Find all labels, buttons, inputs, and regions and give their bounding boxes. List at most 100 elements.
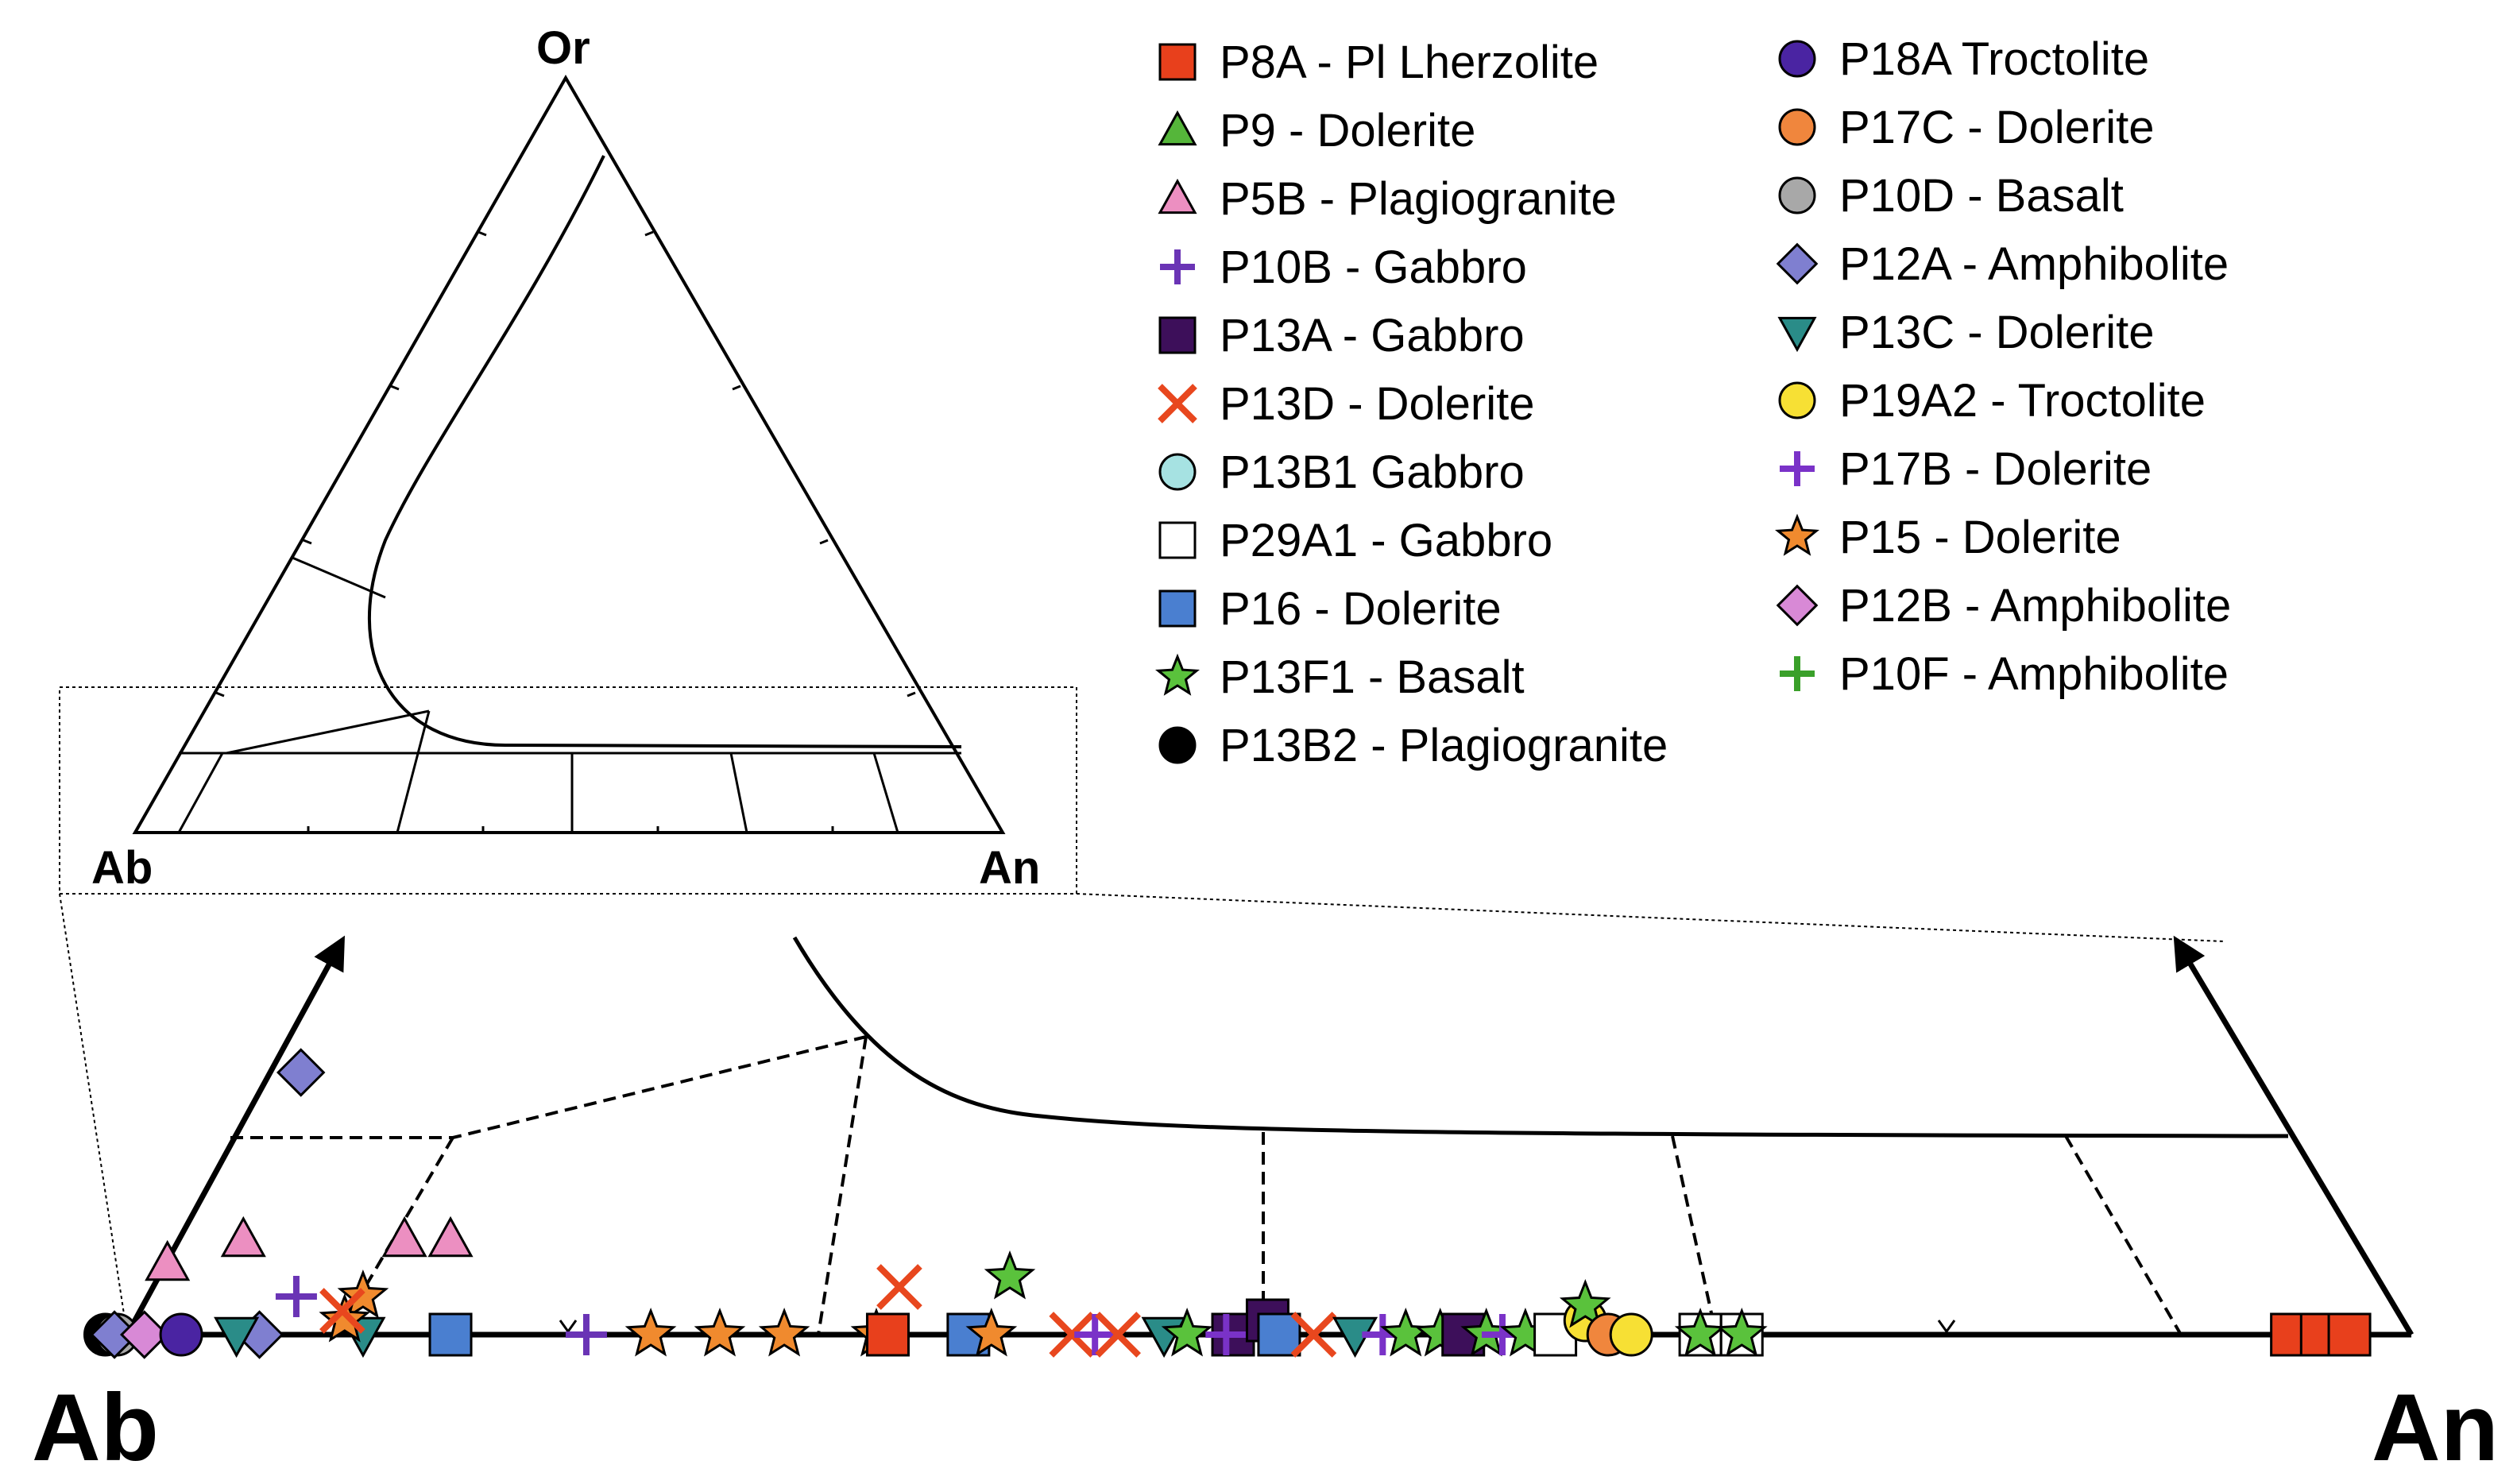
legend-label: P13F1 - Basalt [1220,651,1525,703]
legend-item: P13D - Dolerite [1158,378,1534,430]
legend-label: P5B - Plagiogranite [1220,173,1617,225]
data-point [220,1215,266,1258]
data-point [276,1048,326,1097]
inset-ticks [215,230,916,834]
legend-marker [1158,453,1197,491]
data-point [865,1312,910,1357]
legend-marker [1778,40,1816,78]
legend-marker [1158,316,1197,354]
legend-marker [1778,176,1816,214]
data-point [1161,1308,1213,1357]
inset-ternary [132,74,1006,834]
data-point [876,1264,922,1310]
legend-item: P19A2 - Troctolite [1778,375,2206,427]
data-point [758,1307,810,1357]
legend-marker [1158,110,1197,146]
data-point [1380,1308,1432,1357]
legend-label: P13D - Dolerite [1220,378,1534,430]
legend-marker [1775,513,1819,556]
main-field-boundaries [230,1035,2183,1336]
data-point [214,1316,260,1358]
legend-label: P19A2 - Troctolite [1839,375,2206,427]
legend-item: P9 - Dolerite [1158,105,1475,157]
data-point [427,1215,474,1258]
legend-item: P12B - Amphibolite [1776,580,2231,632]
legend-label: P13A - Gabbro [1220,310,1525,361]
legend-item: P5B - Plagiogranite [1158,173,1617,225]
legend-label: P13C - Dolerite [1839,307,2154,358]
legend-item: P17C - Dolerite [1778,102,2154,153]
legend-item: P17B - Dolerite [1780,443,2152,495]
data-point [1049,1312,1096,1358]
inset-vertex-or: Or [536,22,590,74]
data-point [120,1310,169,1359]
data-point [1715,1308,1768,1357]
legend-item: P10D - Basalt [1778,170,2124,222]
legend-item: P29A1 - Gabbro [1158,515,1552,566]
data-point [1257,1312,1301,1357]
axis-label-ab: Ab [32,1374,159,1481]
legend-item: P10F - Amphibolite [1780,648,2229,700]
legend-label: P9 - Dolerite [1220,105,1475,157]
legend-marker [1158,178,1197,214]
legend-marker [1160,249,1195,284]
legend-marker [1155,653,1200,696]
legend-item: P13C - Dolerite [1777,307,2154,358]
legend-marker [1780,656,1815,691]
inset-vertex-ab: Ab [91,842,153,894]
data-point [1290,1312,1337,1358]
data-point [159,1312,203,1357]
inset-triangle [132,74,1006,834]
legend-label: P10F - Amphibolite [1839,648,2229,700]
legend-marker [1778,381,1816,419]
inset-solvus-curve [367,155,962,748]
data-point [145,1239,191,1281]
data-point [1074,1314,1116,1355]
data-point [1609,1312,1653,1357]
data-point [2327,1312,2372,1357]
zoom-projection-lines [59,893,2225,1335]
legend-label: P18A Troctolite [1839,33,2149,85]
legend-marker [1158,521,1197,559]
main-solvus-curve [792,936,2289,1138]
legend-marker [1778,108,1816,146]
data-point [381,1215,427,1258]
zoom-box [59,686,1077,895]
legend-item: P13A - Gabbro [1158,310,1525,361]
legend: P8A - Pl Lherzolite P9 - Dolerite P5B - Pl… [1155,33,2231,771]
legend-item: P13B2 - Plagiogranite [1158,720,1668,771]
data-point [428,1312,473,1357]
legend-label: P8A - Pl Lherzolite [1220,37,1599,88]
legend-marker [1158,726,1197,764]
inset-field-boundaries [177,556,961,833]
legend-label: P13B1 Gabbro [1220,446,1525,498]
legend-label: P12A - Amphibolite [1839,238,2229,290]
legend-item: P15 - Dolerite [1775,512,2121,563]
legend-item: P16 - Dolerite [1158,583,1502,635]
axis-label-an: An [2372,1374,2499,1481]
legend-label: P16 - Dolerite [1220,583,1502,635]
legend-item: P13B1 Gabbro [1158,446,1525,498]
legend-marker [1158,43,1197,81]
data-point [984,1250,1036,1300]
legend-label: P15 - Dolerite [1839,512,2121,563]
data-point [319,1293,371,1343]
data-point [694,1308,746,1357]
data-point [319,1288,365,1334]
data-point [1559,1279,1611,1328]
data-points [83,1048,2372,1359]
legend-marker [1776,242,1819,285]
legend-marker [1780,451,1815,486]
legend-label: P29A1 - Gabbro [1220,515,1552,566]
legend-marker [1776,584,1819,627]
data-point [565,1314,607,1355]
legend-marker [1158,589,1197,628]
data-point [1095,1312,1141,1358]
legend-item: P13F1 - Basalt [1155,651,1525,703]
legend-label: P13B2 - Plagiogranite [1220,720,1668,771]
legend-item: P18A Troctolite [1778,33,2149,85]
legend-marker [1158,384,1197,423]
data-point [624,1308,677,1357]
legend-item: P12A - Amphibolite [1776,238,2229,290]
